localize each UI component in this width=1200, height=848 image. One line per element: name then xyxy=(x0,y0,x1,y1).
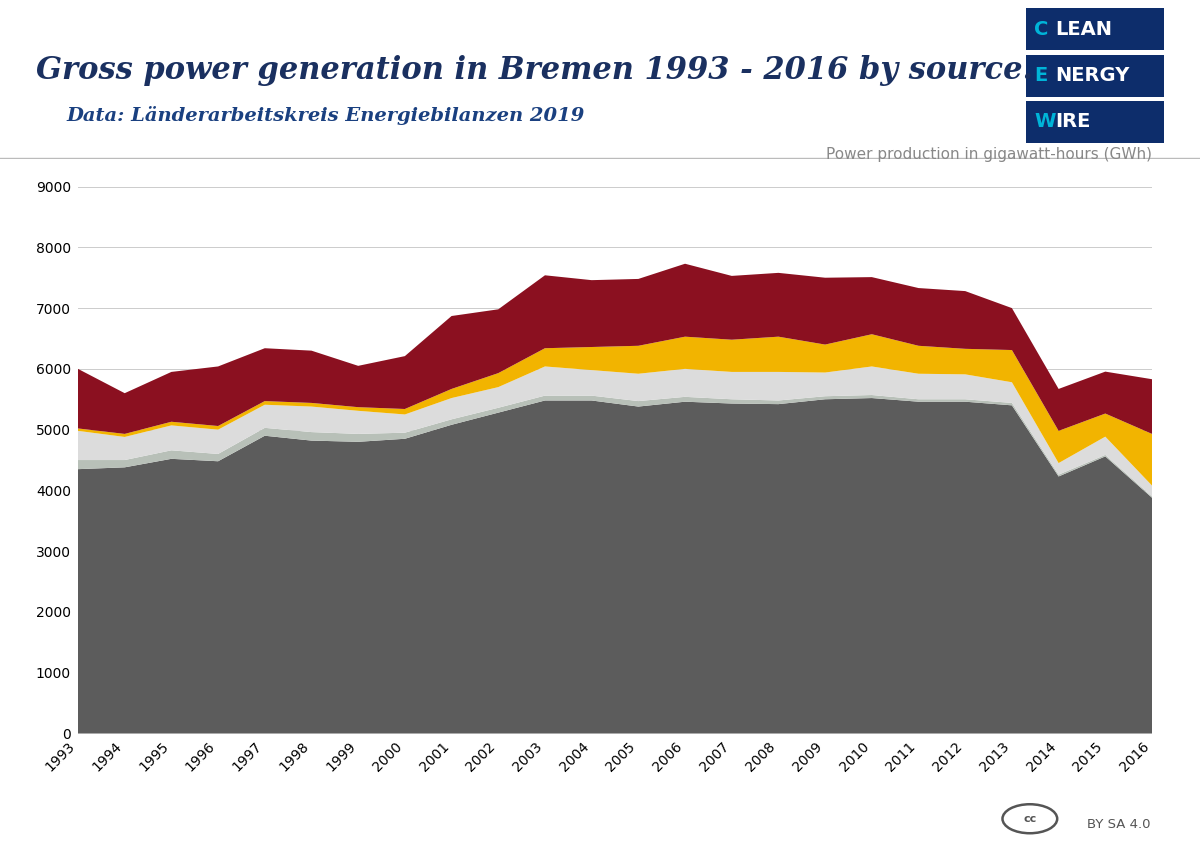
Text: W: W xyxy=(1034,112,1056,131)
FancyBboxPatch shape xyxy=(1026,8,1164,51)
Text: IRE: IRE xyxy=(1055,112,1091,131)
Text: NERGY: NERGY xyxy=(1055,66,1129,85)
Text: Gross power generation in Bremen 1993 - 2016 by source.: Gross power generation in Bremen 1993 - … xyxy=(36,55,1033,86)
FancyBboxPatch shape xyxy=(1026,101,1164,142)
Text: cc: cc xyxy=(1024,814,1037,823)
Text: Data: Länderarbeitskreis Energiebilanzen 2019: Data: Länderarbeitskreis Energiebilanzen… xyxy=(66,106,584,125)
Text: E: E xyxy=(1034,66,1048,85)
Text: BY SA 4.0: BY SA 4.0 xyxy=(1087,817,1151,831)
Text: C: C xyxy=(1034,20,1049,39)
FancyBboxPatch shape xyxy=(1026,54,1164,97)
Text: LEAN: LEAN xyxy=(1055,20,1112,39)
Text: Power production in gigawatt-hours (GWh): Power production in gigawatt-hours (GWh) xyxy=(826,147,1152,162)
